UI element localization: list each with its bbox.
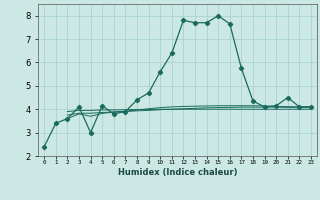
X-axis label: Humidex (Indice chaleur): Humidex (Indice chaleur) [118,168,237,177]
